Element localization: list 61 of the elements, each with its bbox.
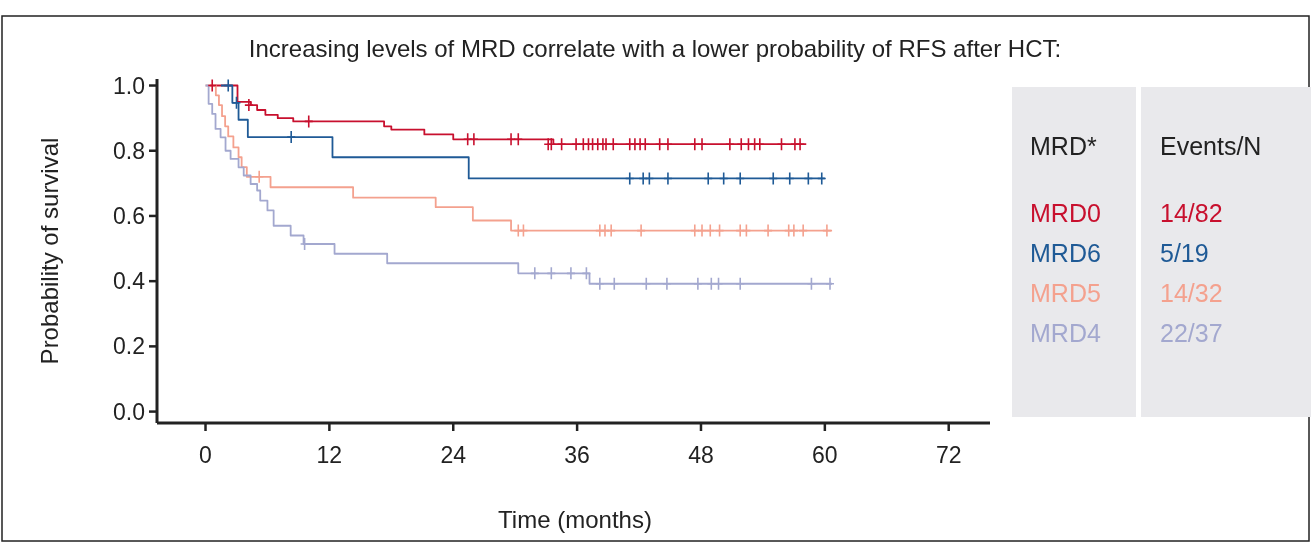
point bbox=[254, 170, 264, 184]
point bbox=[784, 171, 795, 186]
point bbox=[641, 276, 652, 291]
point bbox=[743, 137, 754, 152]
text: 14/32 bbox=[1160, 279, 1223, 307]
point bbox=[706, 276, 717, 291]
x-tick-label: 12 bbox=[316, 442, 343, 468]
x-tick-label: 48 bbox=[688, 442, 714, 468]
point bbox=[806, 276, 817, 291]
x-axis-title: Time (months) bbox=[498, 506, 652, 533]
point bbox=[714, 223, 725, 238]
x-tick-label: 60 bbox=[812, 442, 838, 468]
point bbox=[556, 137, 567, 152]
text: 22/37 bbox=[1160, 319, 1223, 347]
point bbox=[286, 130, 296, 144]
point bbox=[768, 171, 779, 186]
point bbox=[513, 132, 524, 147]
y-tick-label: 0.4 bbox=[113, 268, 146, 295]
point bbox=[705, 223, 716, 238]
point bbox=[303, 114, 314, 129]
x-tick-label: 36 bbox=[564, 442, 590, 468]
point bbox=[689, 223, 700, 238]
text: MRD4 bbox=[1030, 319, 1101, 347]
point bbox=[624, 171, 635, 186]
point bbox=[529, 266, 540, 281]
point bbox=[776, 137, 787, 152]
y-tick-label: 0.8 bbox=[113, 137, 145, 164]
point bbox=[689, 137, 700, 152]
point bbox=[640, 137, 651, 152]
y-tick-label: 0.2 bbox=[113, 333, 145, 360]
text: Events/N bbox=[1160, 132, 1262, 160]
text: 14/82 bbox=[1160, 199, 1223, 227]
point bbox=[609, 276, 620, 291]
point bbox=[741, 223, 752, 238]
point bbox=[231, 96, 242, 110]
point bbox=[244, 98, 254, 112]
y-tick-label: 0.0 bbox=[113, 398, 145, 425]
legend-title: MRD* bbox=[1030, 132, 1097, 160]
point bbox=[608, 137, 619, 152]
point bbox=[816, 171, 827, 186]
x-tick-label: 24 bbox=[440, 442, 467, 468]
point bbox=[644, 171, 655, 186]
point bbox=[546, 266, 557, 281]
chart-title: Increasing levels of MRD correlate with a lower probability of RFS after HCT: bbox=[248, 35, 1062, 62]
y-tick-label: 1.0 bbox=[113, 72, 145, 99]
text: MRD0 bbox=[1030, 199, 1101, 227]
point bbox=[736, 137, 747, 152]
point bbox=[518, 223, 529, 238]
point bbox=[713, 276, 724, 291]
point bbox=[581, 266, 592, 281]
point bbox=[803, 171, 814, 186]
x-tick-label: 0 bbox=[199, 442, 212, 468]
point bbox=[654, 137, 665, 152]
text: MRD5 bbox=[1030, 279, 1101, 307]
point bbox=[718, 171, 729, 186]
x-tick-label: 72 bbox=[935, 442, 962, 468]
point bbox=[462, 132, 473, 147]
y-tick-label: 0.6 bbox=[113, 203, 145, 229]
y-axis-title: Probability of survival bbox=[36, 137, 63, 365]
text: MRD6 bbox=[1030, 239, 1101, 267]
text: 5/19 bbox=[1160, 239, 1209, 267]
